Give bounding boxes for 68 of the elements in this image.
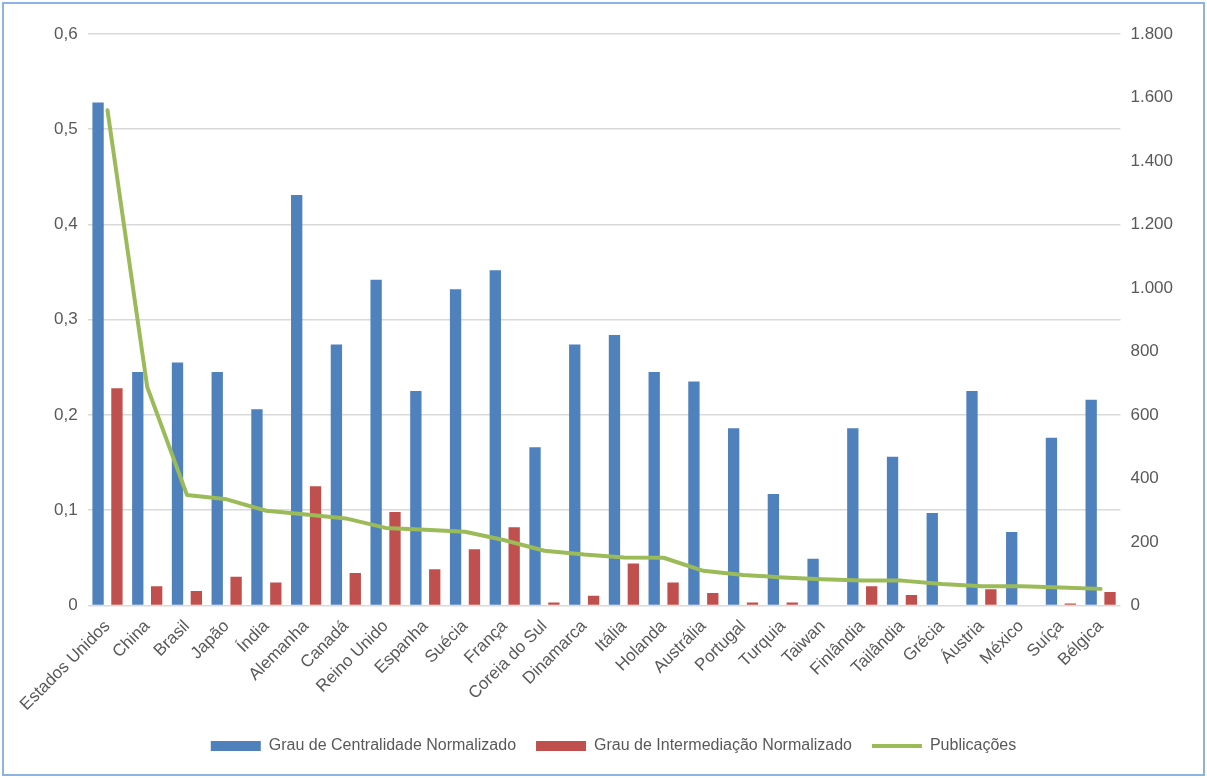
bar [767,493,780,605]
bar [489,270,501,605]
y-tick-label: 0,4 [53,214,78,234]
bar [966,391,978,605]
bar [150,586,163,605]
legend-label: Grau de Intermediação Normalizado [594,736,853,754]
bar [190,591,203,605]
bar [548,602,560,605]
bar [449,289,462,605]
y2-tick-label: 1.400 [1130,150,1174,170]
bar [648,372,660,605]
bar [211,372,223,605]
bar [132,372,144,605]
bar [688,381,700,605]
bar [1006,532,1018,605]
y-tick-label: 0,5 [53,118,78,138]
y2-tick-label: 800 [1130,341,1159,361]
bar [727,428,740,605]
bar [230,576,242,605]
bar [410,391,422,605]
bar [309,486,322,605]
bar [905,594,918,605]
bar [1104,592,1116,605]
bar [985,589,997,605]
bar [389,512,401,605]
y2-tick-label: 0 [1130,595,1140,615]
y2-tick-label: 400 [1130,468,1159,488]
bar [786,602,798,605]
bar [569,344,581,605]
y2-tick-label: 1.800 [1130,23,1174,43]
bar [926,513,938,605]
bar [866,586,878,605]
bar [349,573,361,605]
y2-tick-label: 600 [1130,404,1159,424]
bar [270,582,282,605]
bar [330,344,343,605]
bar [746,602,759,605]
bar [92,102,104,605]
bar [429,569,441,605]
bar [171,362,184,605]
bar [251,409,263,605]
bar [847,428,859,605]
y-tick-label: 0,6 [53,23,78,43]
y-tick-label: 0,1 [53,499,78,519]
bar [1045,437,1058,605]
legend-label: Publicações [929,736,1017,754]
y2-tick-label: 1.200 [1130,214,1174,234]
y-tick-label: 0 [68,595,78,615]
y2-tick-label: 1.000 [1130,277,1174,297]
bar [707,593,719,605]
bar [807,558,819,605]
bar [529,447,541,605]
bar [111,388,123,605]
y2-tick-label: 1.600 [1130,87,1174,107]
bar [1085,399,1097,605]
bar [587,595,600,605]
y-tick-label: 0,3 [53,309,78,329]
bar [627,563,639,605]
bar [468,549,481,605]
y-tick-label: 0,2 [53,404,78,424]
bar [608,334,621,605]
bar [370,279,382,605]
legend-label: Grau de Centralidade Normalizado [268,736,517,754]
bar [508,527,520,605]
bar [886,456,899,605]
y2-tick-label: 200 [1130,531,1159,551]
bar [291,194,303,605]
bar [667,582,679,605]
